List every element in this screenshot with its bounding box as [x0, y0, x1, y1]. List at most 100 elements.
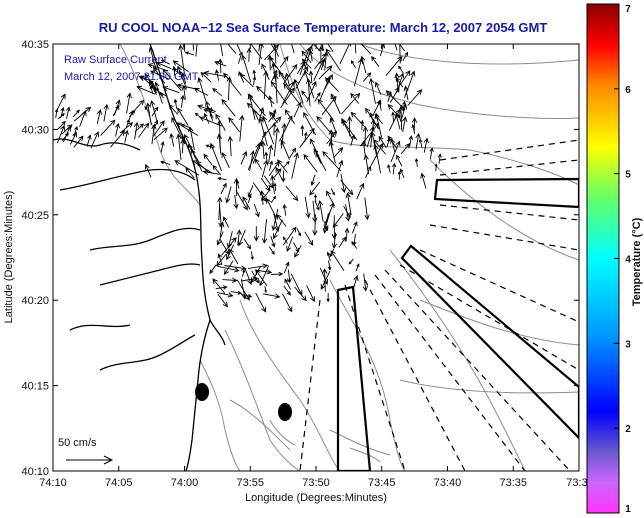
current-vector-arrow — [57, 120, 66, 130]
current-vector-arrow — [173, 98, 178, 109]
current-vector-arrow — [222, 277, 238, 283]
current-vector-arrow — [285, 185, 299, 202]
current-vector-arrow — [209, 264, 217, 275]
current-vector-arrow — [329, 117, 337, 134]
current-vector-arrow — [279, 55, 289, 68]
current-vector-arrow — [217, 294, 229, 308]
current-vector-arrow — [399, 104, 404, 114]
colorbar-tick-label: 1 — [625, 504, 631, 515]
current-vector-arrow — [256, 85, 275, 105]
current-vector-arrow — [225, 186, 232, 204]
current-vector-arrow — [242, 196, 251, 210]
current-vector-arrow — [110, 130, 126, 148]
current-vector-arrow — [280, 87, 295, 108]
current-vector-arrow — [268, 56, 286, 80]
current-vector-arrow — [247, 263, 269, 270]
current-vector-arrow — [282, 203, 287, 216]
current-vector-arrow — [312, 200, 318, 224]
current-vector-arrow — [72, 109, 80, 118]
current-vector-arrow — [313, 148, 327, 172]
current-vector-arrow — [325, 48, 341, 72]
current-vector-arrow — [306, 285, 315, 303]
x-tick-label: 74:05 — [105, 477, 133, 489]
colorbar-tick-label: 5 — [625, 170, 631, 181]
radar-site-marker — [278, 403, 292, 421]
current-vector-arrow — [324, 73, 333, 89]
current-vector-arrow — [318, 65, 333, 80]
current-vector-arrow — [286, 236, 294, 253]
current-vector-arrow — [398, 44, 405, 51]
current-vector-arrow — [261, 159, 269, 178]
current-vector-arrow — [284, 278, 291, 290]
y-axis: 40:35 40:30 40:25 40:20 40:15 40:10 — [21, 39, 579, 478]
current-vector-arrow — [273, 73, 279, 104]
current-vector-arrow — [370, 131, 378, 158]
current-vector-arrow — [261, 131, 267, 142]
current-vector-arrow — [209, 107, 213, 117]
current-vector-arrow — [216, 253, 227, 267]
current-vector-arrow — [301, 90, 309, 101]
current-vector-arrow — [423, 137, 429, 153]
legend-line-1: Raw Surface Current — [64, 54, 167, 66]
current-vector-arrow — [262, 115, 275, 145]
current-vector-arrow — [238, 70, 245, 83]
current-vector-arrow — [272, 108, 277, 120]
current-vector-arrow — [235, 190, 248, 211]
coastline — [53, 44, 226, 471]
current-vector-arrow — [136, 85, 156, 95]
current-vector-arrow — [399, 168, 405, 179]
current-vector-arrow — [61, 124, 73, 135]
current-vector-arrow — [172, 68, 182, 76]
current-vector-arrow — [318, 45, 324, 60]
current-vector-arrow — [310, 174, 316, 186]
current-vector-arrow — [203, 70, 227, 78]
map-title: RU COOL NOAA−12 Sea Surface Temperature:… — [99, 20, 548, 35]
current-vector-arrow — [255, 292, 266, 313]
current-vector-arrow — [373, 143, 382, 174]
current-vector-arrow — [324, 44, 334, 53]
current-vector-arrow — [400, 143, 411, 155]
current-vector-arrow — [203, 153, 213, 166]
current-vector-arrow — [333, 147, 344, 159]
current-vector-arrow — [153, 120, 165, 137]
current-vector-arrow — [351, 241, 358, 249]
current-vector-arrow — [329, 248, 335, 258]
current-vector-arrow — [151, 106, 159, 117]
current-vector-arrow — [348, 258, 354, 265]
current-vector-arrow — [286, 269, 292, 284]
current-vector-arrow — [100, 119, 116, 136]
radar-site-marker — [195, 383, 209, 401]
current-vector-arrow — [344, 227, 350, 242]
current-vector-arrow — [270, 195, 277, 203]
current-vector-arrow — [321, 268, 328, 292]
current-vector-arrow — [250, 251, 254, 261]
current-vector-arrow — [148, 80, 157, 95]
current-vector-arrow — [160, 160, 171, 165]
current-vector-arrow — [263, 293, 281, 299]
current-vector-arrow — [125, 118, 130, 128]
current-vector-arrow — [241, 276, 259, 282]
current-vector-arrow — [162, 68, 182, 91]
current-vector-arrow — [244, 267, 253, 286]
current-vector-arrow — [371, 55, 380, 68]
current-vector-arrow — [291, 44, 295, 54]
current-vector-arrow — [144, 73, 164, 99]
current-vector-arrow — [303, 69, 315, 99]
current-vector-arrow — [220, 182, 227, 195]
current-vector-arrow — [236, 44, 241, 53]
x-axis-label: Longitude (Degrees:Minutes) — [245, 492, 387, 504]
current-vector-arrow — [180, 94, 185, 108]
current-vector-arrow — [355, 263, 360, 272]
current-vector-arrow — [212, 278, 226, 294]
current-vector-arrow — [322, 151, 342, 172]
current-vector-arrow — [341, 92, 361, 115]
current-vector-arrow — [149, 70, 169, 80]
current-vector-arrow — [350, 111, 367, 129]
current-vector-arrow — [162, 85, 180, 94]
current-vector-arrow — [73, 106, 92, 122]
x-tick-label: 73:3 — [566, 477, 587, 489]
current-vector-arrow — [246, 47, 252, 62]
current-vector-arrow — [267, 144, 274, 164]
current-vector-arrow — [126, 92, 132, 114]
